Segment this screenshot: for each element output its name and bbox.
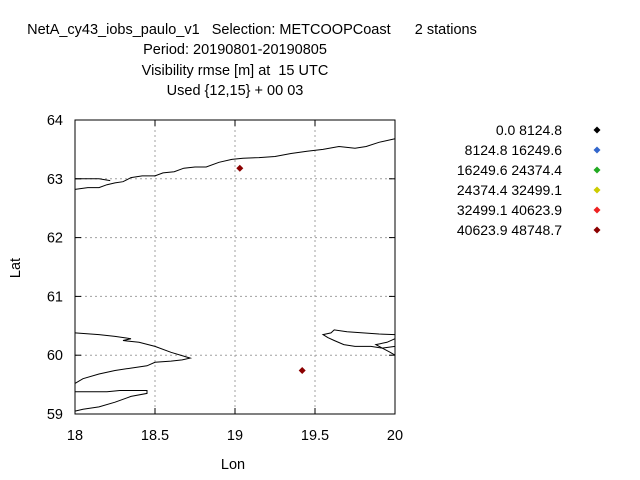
axes: 18 18.5 19 19.5 20 59 60 61 62 63 64 Lon Lat: [8, 113, 403, 473]
legend-marker: [593, 126, 601, 134]
legend-label: 8124.8 16249.6: [465, 142, 563, 158]
legend-label: 0.0 8124.8: [496, 122, 562, 138]
title-line-4: Used {12,15} + 00 03: [167, 83, 304, 99]
grid: [75, 120, 395, 414]
x-axis-label: Lon: [221, 457, 245, 473]
legend-label: 24374.4 32499.1: [457, 182, 562, 198]
coastline: [374, 338, 396, 349]
coastline: [74, 138, 396, 190]
legend-marker: [593, 146, 601, 154]
coastline: [75, 178, 111, 182]
legend: 0.0 8124.8 8124.8 16249.6 16249.6 24374.4 2…: [457, 122, 601, 238]
legend-marker: [593, 206, 601, 214]
x-tick-label: 19: [227, 428, 243, 444]
coastline: [321, 329, 396, 356]
coastlines: [74, 138, 396, 412]
legend-marker: [593, 166, 601, 174]
legend-label: 16249.6 24374.4: [457, 162, 562, 178]
y-tick-label: 62: [47, 231, 63, 247]
x-tick-label: 18.5: [141, 428, 169, 444]
title-line-1: NetA_cy43_iobs_paulo_v1 Selection: METCO…: [27, 22, 477, 38]
y-tick-label: 64: [47, 113, 63, 129]
coastline: [74, 390, 148, 412]
legend-label: 40623.9 48748.7: [457, 222, 562, 238]
legend-label: 32499.1 40623.9: [457, 202, 562, 218]
station-point: [236, 164, 244, 172]
x-tick-label: 19.5: [301, 428, 329, 444]
y-tick-label: 63: [47, 172, 63, 188]
y-tick-label: 60: [47, 348, 63, 364]
data-points: [236, 164, 306, 374]
x-tick-label: 20: [387, 428, 403, 444]
legend-marker: [593, 226, 601, 234]
y-tick-label: 61: [47, 289, 63, 305]
legend-marker: [593, 186, 601, 194]
x-tick-label: 18: [67, 428, 83, 444]
coastline: [74, 332, 193, 384]
y-axis-label: Lat: [8, 258, 24, 278]
y-tick-label: 59: [47, 407, 63, 423]
station-point: [298, 366, 306, 374]
title-line-2: Period: 20190801-20190805: [143, 42, 327, 58]
chart-title: NetA_cy43_iobs_paulo_v1 Selection: METCO…: [27, 22, 477, 99]
title-line-3: Visibility rmse [m] at 15 UTC: [142, 63, 329, 79]
